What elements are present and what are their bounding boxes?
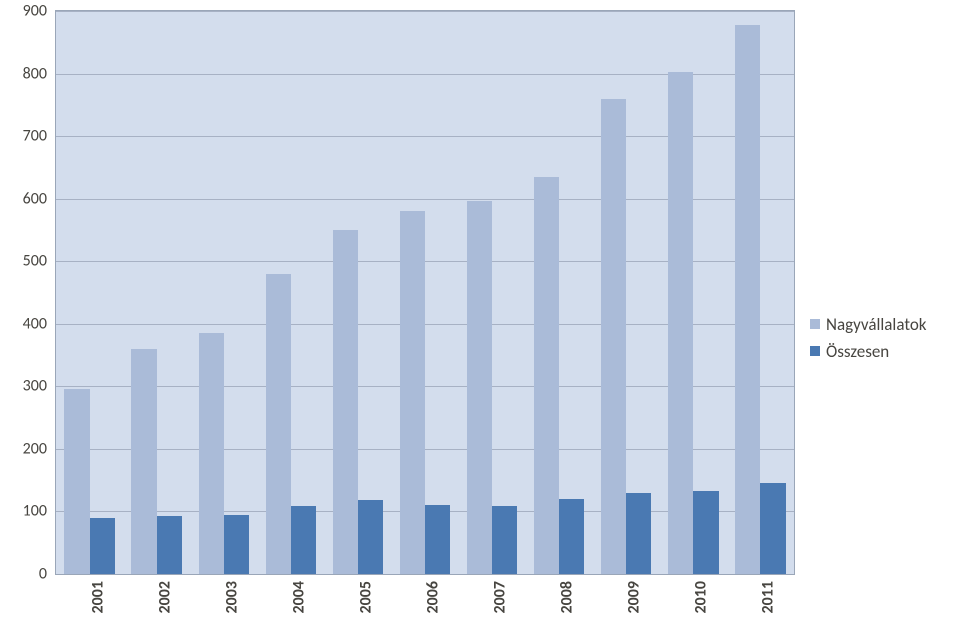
legend-label: Összesen <box>826 341 889 362</box>
bar <box>333 230 358 574</box>
y-tick-label: 700 <box>0 127 47 146</box>
bar <box>224 515 249 574</box>
y-tick-label: 400 <box>0 314 47 333</box>
x-tick-label: 2005 <box>356 581 375 613</box>
bar <box>492 506 517 574</box>
bar <box>131 349 156 574</box>
bar <box>400 211 425 574</box>
gridline <box>56 11 794 12</box>
y-tick-label: 800 <box>0 64 47 83</box>
bar <box>601 99 626 574</box>
bar <box>199 333 224 574</box>
legend-swatch <box>810 346 820 356</box>
bar <box>425 505 450 574</box>
x-tick-label: 2006 <box>424 581 443 613</box>
y-tick-label: 300 <box>0 377 47 396</box>
x-tick-label: 2002 <box>155 581 174 613</box>
legend: Nagyvállalatok Összesen <box>810 308 970 368</box>
legend-label: Nagyvállalatok <box>826 314 927 335</box>
bar <box>735 25 760 574</box>
bar <box>668 72 693 574</box>
y-tick-label: 100 <box>0 502 47 521</box>
y-tick-label: 500 <box>0 252 47 271</box>
bar <box>467 201 492 574</box>
x-tick-label: 2009 <box>625 581 644 613</box>
y-tick-label: 0 <box>0 565 47 584</box>
chart-container: 0 100 200 300 400 500 600 700 800 900 2001 2002 200… <box>0 0 979 640</box>
bar <box>157 516 182 574</box>
x-tick-label: 2004 <box>289 581 308 613</box>
y-tick-label: 200 <box>0 439 47 458</box>
x-tick-label: 2001 <box>88 581 107 613</box>
bar <box>64 389 89 574</box>
y-tick-label: 600 <box>0 189 47 208</box>
bar <box>559 499 584 574</box>
x-tick-label: 2007 <box>491 581 510 613</box>
bar <box>358 500 383 574</box>
x-tick-label: 2010 <box>692 581 711 613</box>
legend-item: Nagyvállalatok <box>810 314 970 335</box>
bar <box>626 493 651 574</box>
bar <box>291 506 316 574</box>
x-tick-label: 2003 <box>222 581 241 613</box>
bar <box>760 483 785 574</box>
bar <box>693 491 718 574</box>
x-tick-label: 2011 <box>759 581 778 613</box>
x-tick-label: 2008 <box>558 581 577 613</box>
bar <box>534 177 559 574</box>
bar <box>266 274 291 574</box>
plot-area <box>55 10 795 575</box>
bar <box>90 518 115 574</box>
legend-item: Összesen <box>810 341 970 362</box>
y-tick-label: 900 <box>0 2 47 21</box>
legend-swatch <box>810 319 820 329</box>
